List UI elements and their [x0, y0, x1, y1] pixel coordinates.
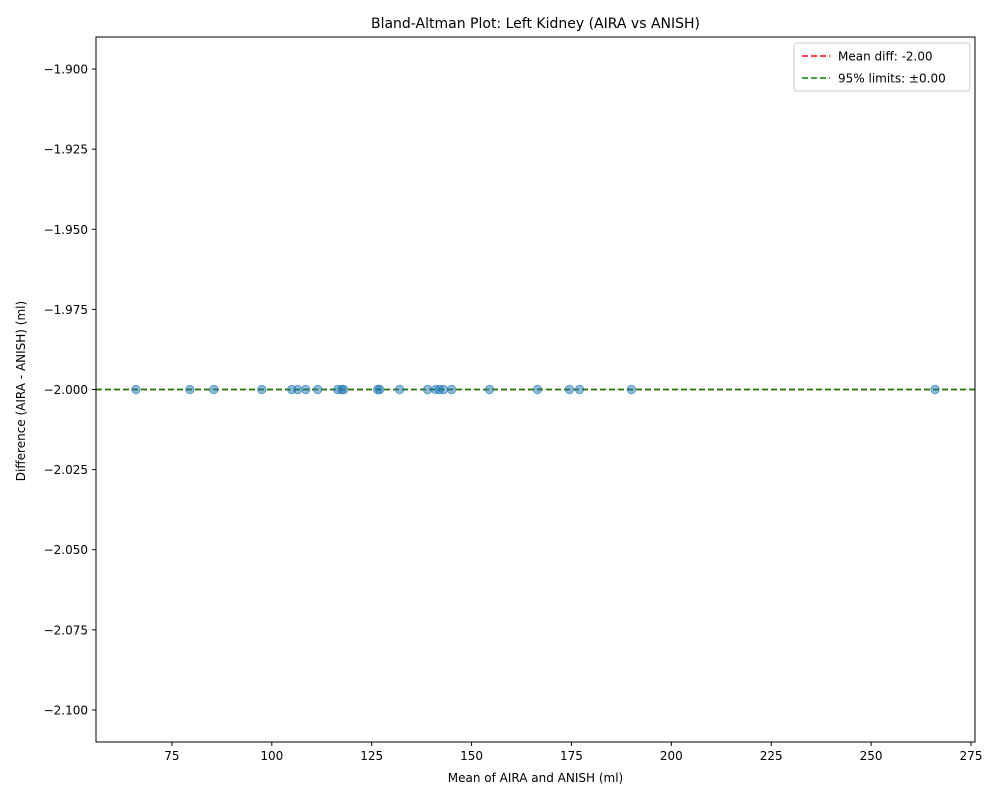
y-tick-label: −2.075	[44, 623, 88, 637]
data-point	[185, 384, 195, 395]
x-tick-label: 100	[260, 749, 283, 763]
y-tick-label: −1.950	[44, 223, 88, 237]
x-axis-ticks: 75 100 125 150 175 200 225 250 275	[164, 742, 982, 763]
data-point	[446, 384, 457, 395]
x-tick-label: 225	[760, 749, 783, 763]
data-point	[374, 384, 385, 395]
data-point	[257, 384, 267, 395]
x-tick-label: 125	[360, 749, 383, 763]
data-point	[484, 384, 495, 395]
data-point	[131, 384, 141, 395]
x-tick-label: 275	[960, 749, 983, 763]
data-point	[313, 384, 323, 395]
legend-limits-label: 95% limits: ±0.00	[838, 72, 946, 86]
data-point	[532, 384, 543, 395]
data-point	[394, 384, 405, 395]
plot-area	[95, 36, 976, 743]
data-point	[438, 384, 449, 395]
y-tick-label: −1.975	[44, 303, 88, 317]
y-axis-label: Difference (AIRA - ANISH) (ml)	[14, 301, 28, 481]
y-tick-label: −2.000	[44, 383, 88, 397]
data-point	[293, 384, 303, 395]
data-point	[626, 384, 637, 395]
y-tick-label: −2.050	[44, 543, 88, 557]
x-tick-label: 175	[560, 749, 583, 763]
legend-mean-label: Mean diff: -2.00	[838, 50, 933, 64]
data-point	[301, 384, 311, 395]
y-axis-ticks: −1.900 −1.925 −1.950 −1.975 −2.000 −2.025 −2.0…	[44, 63, 96, 717]
data-point	[339, 384, 349, 395]
x-axis-label: Mean of AIRA and ANISH (ml)	[448, 771, 623, 785]
data-point	[564, 384, 575, 395]
y-tick-label: −2.025	[44, 463, 88, 477]
x-tick-label: 150	[460, 749, 483, 763]
data-point	[574, 384, 585, 395]
x-tick-label: 75	[164, 749, 179, 763]
data-point	[930, 384, 940, 395]
y-tick-label: −1.900	[44, 63, 88, 77]
legend: Mean diff: -2.00 95% limits: ±0.00	[793, 42, 971, 92]
legend-box	[793, 42, 971, 92]
data-point	[209, 384, 219, 395]
x-tick-label: 250	[860, 749, 883, 763]
chart-title: Bland-Altman Plot: Left Kidney (AIRA vs …	[371, 16, 700, 32]
data-point	[422, 384, 433, 395]
x-tick-label: 200	[660, 749, 683, 763]
y-tick-label: −1.925	[44, 143, 88, 157]
y-tick-label: −2.100	[44, 703, 88, 717]
